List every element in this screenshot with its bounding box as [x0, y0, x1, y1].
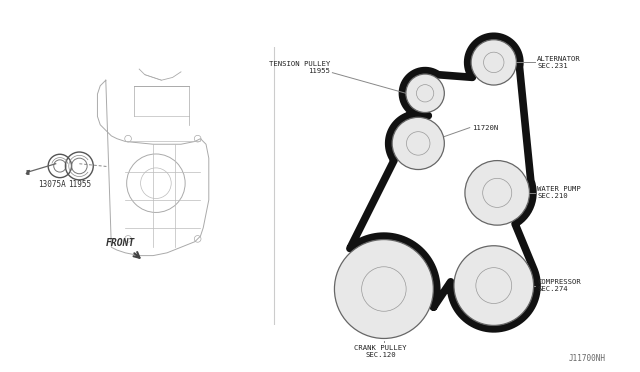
Text: COMPRESSOR
SEC.274: COMPRESSOR SEC.274: [537, 279, 580, 292]
Circle shape: [392, 117, 444, 170]
Text: J11700NH: J11700NH: [569, 354, 605, 363]
Text: FRONT: FRONT: [106, 238, 135, 248]
Text: TENSION PULLEY
11955: TENSION PULLEY 11955: [269, 61, 330, 74]
Circle shape: [471, 40, 516, 85]
Circle shape: [406, 74, 444, 112]
Text: WATER PUMP
SEC.210: WATER PUMP SEC.210: [537, 186, 580, 199]
Text: ALTERNATOR
SEC.231: ALTERNATOR SEC.231: [537, 56, 580, 69]
Circle shape: [454, 246, 534, 326]
Text: 11720N: 11720N: [472, 125, 498, 131]
Circle shape: [465, 161, 529, 225]
Text: 13075A: 13075A: [38, 180, 65, 189]
Text: CRANK PULLEY
SEC.120: CRANK PULLEY SEC.120: [354, 345, 406, 358]
Text: 11955: 11955: [68, 180, 91, 189]
Circle shape: [335, 240, 433, 339]
